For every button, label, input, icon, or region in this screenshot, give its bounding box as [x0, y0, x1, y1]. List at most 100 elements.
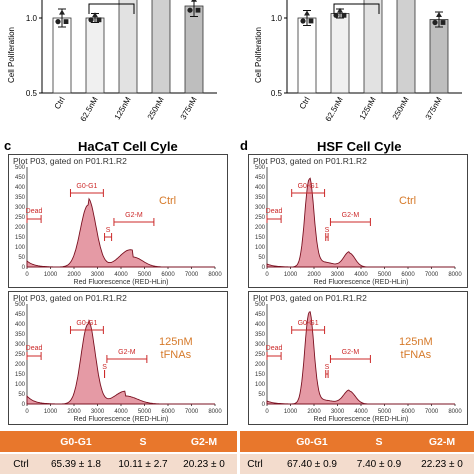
y-tick-label: 400 [15, 322, 26, 328]
ylabel-right: Cell Poliferation [254, 27, 263, 83]
x-tick-label-left: 375nM [179, 95, 199, 121]
region-label-G2-M: G2-M [125, 212, 143, 219]
x-tick-label: 1000 [284, 409, 298, 415]
x-tick-label: 7000 [425, 272, 439, 278]
y-tick-label: 500 [15, 165, 26, 171]
point-right [436, 12, 442, 17]
x-tick-label: 0 [265, 272, 269, 278]
histogram-d1: Plot P03, gated on P01.R1.R2 0 50 100 150 200… [248, 291, 468, 425]
point-right [440, 20, 446, 25]
x-axis-label: Red Fluorescence (RED-HLin) [74, 279, 169, 286]
bar-right-250nM [396, 0, 416, 94]
condition-line: 125nM [159, 336, 193, 348]
point-left [59, 9, 65, 15]
histogram-c1: Plot P03, gated on P01.R1.R2 0 50 100 150 200… [8, 291, 228, 425]
bar-chart-right: Cell Poliferation 0.51.01.5Ctrl62.5nM125… [254, 0, 462, 123]
plot-header: Plot P03, gated on P01.R1.R2 [253, 156, 367, 166]
region-label-S: S [102, 364, 107, 371]
y-tick-label: 100 [15, 382, 26, 388]
y-tick-label: 100 [255, 245, 266, 251]
significance-bracket-right [333, 3, 380, 14]
x-tick-label: 1000 [284, 272, 298, 278]
condition-label: Ctrl [399, 195, 416, 208]
x-tick-label: 6000 [161, 409, 175, 415]
region-label-S: S [106, 227, 111, 234]
condition-line: tFNAs [160, 349, 192, 361]
x-tick-label: 5000 [378, 272, 392, 278]
condition-line: tFNAs [400, 349, 432, 361]
y-tick-label: 450 [15, 312, 26, 318]
x-tick-label: 3000 [91, 272, 105, 278]
region-label-Dead: Dead [266, 208, 283, 215]
y-tick-label: 0 [22, 402, 26, 408]
point-left [63, 19, 69, 24]
value-g0g1-c: 65.39 ± 1.8 [51, 459, 101, 470]
y-tick-label: 250 [255, 215, 266, 221]
y-tick-label: 150 [15, 235, 26, 241]
x-tick-label: 3000 [331, 272, 345, 278]
y-tick-label: 400 [15, 185, 26, 191]
bar-left-250nM [151, 0, 171, 94]
y-tick-label: 50 [18, 255, 25, 261]
x-axis-label: Red Fluorescence (RED-HLin) [314, 279, 409, 286]
y-tick-label: 350 [255, 332, 266, 338]
region-label-G0-G1: G0-G1 [76, 320, 97, 327]
histogram-curve [266, 177, 455, 268]
x-tick-label: 0 [25, 409, 29, 415]
y-tick-label-left: 0.5 [26, 89, 38, 98]
y-tick-label: 0 [22, 265, 26, 271]
value-g2m-d: 22.23 ± 0 [421, 459, 463, 470]
region-label-G2-M: G2-M [342, 349, 360, 356]
y-tick-label: 350 [255, 195, 266, 201]
region-label-Dead: Dead [26, 345, 43, 352]
header-g0g1-d: G0-G1 [296, 436, 328, 448]
header-g0g1-c: G0-G1 [60, 436, 92, 448]
value-g2m-c: 20.23 ± 0 [183, 459, 225, 470]
y-tick-label-right: 0.5 [271, 89, 283, 98]
condition-label: 125nM tFNAs [159, 336, 193, 362]
bar-right-Ctrl [297, 17, 317, 94]
y-tick-label-left: 1.0 [26, 14, 38, 23]
x-tick-label-right: 250nM [391, 95, 411, 121]
y-tick-label: 0 [262, 265, 266, 271]
x-tick-label-right: 62.5nM [324, 95, 345, 123]
region-label-G0-G1: G0-G1 [298, 183, 319, 190]
plot-header: Plot P03, gated on P01.R1.R2 [13, 156, 127, 166]
y-tick-label: 450 [255, 175, 266, 181]
region-label-G2-M: G2-M [118, 349, 136, 356]
x-tick-label: 7000 [185, 409, 199, 415]
x-tick-label: 5000 [138, 272, 152, 278]
condition-line: 125nM [399, 336, 433, 348]
region-label-Dead: Dead [26, 208, 43, 215]
header-g2m-d: G2-M [428, 436, 456, 448]
row-label-d: Ctrl [247, 459, 263, 470]
panel-title-d: HSF Cell Cyle [317, 139, 402, 154]
x-tick-label: 4000 [354, 409, 368, 415]
x-tick-label: 4000 [354, 272, 368, 278]
point-right [300, 18, 306, 24]
y-tick-label: 250 [15, 352, 26, 358]
point-left [195, 7, 201, 13]
y-tick-label: 500 [15, 302, 26, 308]
x-tick-label: 6000 [401, 272, 415, 278]
x-tick-label-right: Ctrl [298, 95, 312, 110]
bar-right-375nM [429, 19, 449, 94]
y-tick-label: 400 [255, 322, 266, 328]
y-tick-label: 50 [18, 392, 25, 398]
y-tick-label: 500 [255, 165, 266, 171]
y-tick-label: 400 [255, 185, 266, 191]
point-right [337, 7, 343, 13]
region-label-G0-G1: G0-G1 [298, 320, 319, 327]
y-tick-label: 450 [255, 312, 266, 318]
point-left [191, 0, 197, 2]
x-tick-label: 4000 [114, 272, 128, 278]
y-tick-label: 150 [255, 235, 266, 241]
x-tick-label: 5000 [138, 409, 152, 415]
x-tick-label: 2000 [67, 409, 81, 415]
region-label-S: S [325, 364, 330, 371]
point-right [333, 12, 339, 18]
x-tick-label: 6000 [401, 409, 415, 415]
y-tick-label: 0 [262, 402, 266, 408]
